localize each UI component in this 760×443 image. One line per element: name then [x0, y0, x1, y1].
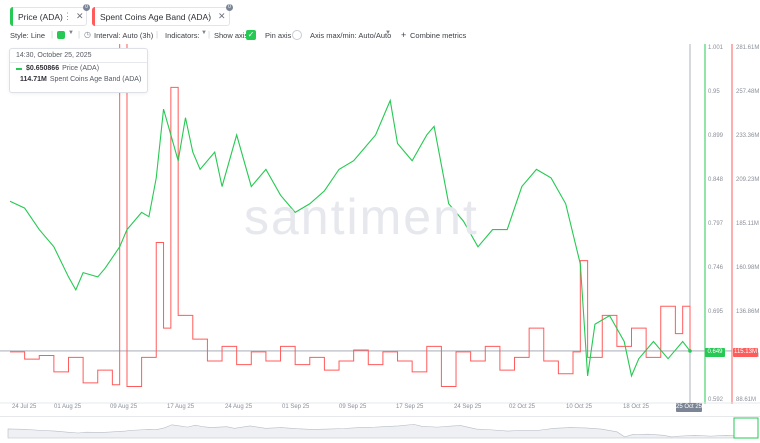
- show-axis-label: Show axis: [214, 31, 249, 40]
- current-spent-label: 115.13M: [733, 348, 758, 357]
- spent-axis-tick: 185.11M: [736, 221, 759, 227]
- chart-canvas[interactable]: [0, 44, 760, 414]
- price-axis-tick: 0.695: [708, 309, 724, 315]
- x-axis-tick: 24 Jul 25: [12, 404, 37, 410]
- toolbar-divider: |: [208, 30, 211, 39]
- toolbar-divider: |: [51, 30, 54, 39]
- price-axis-tick: 0.899: [708, 133, 724, 139]
- price-axis-tick: 0.592: [708, 397, 724, 403]
- tab-price-menu-icon[interactable]: ⋮: [63, 11, 72, 21]
- pin-axis-toggle[interactable]: [292, 30, 302, 40]
- tooltip-row-spent: 114.71M Spent Coins Age Band (ADA): [10, 74, 147, 85]
- tooltip-datetime: 14:30, October 25, 2025: [10, 49, 147, 63]
- tooltip-price-value: $0.650866: [26, 65, 60, 72]
- combine-metrics-button[interactable]: Combine metrics: [410, 31, 467, 40]
- pin-axis-label: Pin axis: [265, 31, 292, 40]
- tooltip-price-swatch: [16, 67, 22, 70]
- tab-price-close-icon[interactable]: ✕: [76, 11, 84, 21]
- spent-axis-tick: 136.86M: [736, 309, 760, 315]
- current-date-label: 25 Oct 25: [676, 403, 703, 412]
- x-axis-tick: 17 Aug 25: [167, 404, 195, 410]
- price-axis-tick: 0.848: [708, 177, 724, 183]
- axis-max-min-select[interactable]: Axis max/min: Auto/Auto: [310, 31, 392, 40]
- spent-axis-tick: 257.48M: [736, 89, 760, 95]
- tooltip-spent-name: Spent Coins Age Band (ADA): [49, 76, 142, 83]
- price-current-point: [688, 349, 692, 353]
- tab-spent-coins-close-icon[interactable]: ✕: [218, 11, 226, 21]
- price-axis-tick: 0.797: [708, 221, 724, 227]
- toolbar-divider: |: [78, 30, 81, 39]
- tab-spent-coins-label: Spent Coins Age Band (ADA): [100, 11, 212, 22]
- navigator-selection[interactable]: [733, 417, 759, 439]
- spent-axis-tick: 209.23M: [736, 177, 760, 183]
- x-axis-tick: 24 Sep 25: [454, 404, 482, 410]
- tab-spent-coins-menu-icon[interactable]: ⋮: [205, 11, 214, 21]
- x-axis-tick: 10 Oct 25: [566, 404, 593, 410]
- spent-coins-series-line: [10, 44, 691, 388]
- x-axis-tick: 01 Aug 25: [54, 404, 82, 410]
- x-axis-tick: 17 Sep 25: [396, 404, 424, 410]
- chevron-down-icon[interactable]: ▼: [201, 30, 207, 36]
- interval-select[interactable]: Interval: Auto (3h): [94, 31, 154, 40]
- spent-axis-tick: 233.36M: [736, 133, 760, 139]
- chevron-down-icon[interactable]: ▼: [68, 30, 74, 36]
- chart-tooltip: 14:30, October 25, 2025 $0.650866 Price …: [9, 48, 148, 93]
- tab-spent-coins-badge: 0: [226, 4, 233, 11]
- x-axis-tick: 18 Oct 25: [623, 404, 650, 410]
- chart-toolbar: Style: Line | ▼ | Interval: Auto (3h) ◷ …: [0, 29, 760, 43]
- x-axis-tick: 09 Aug 25: [110, 404, 138, 410]
- x-axis-tick: 09 Sep 25: [339, 404, 367, 410]
- metric-tabs: Price (ADA) ⋮ ✕ 0 Spent Coins Age Band (…: [0, 0, 760, 28]
- plus-icon: +: [401, 30, 407, 40]
- tab-spent-coins-color: [92, 7, 95, 26]
- x-axis-tick: 01 Sep 25: [282, 404, 310, 410]
- spent-axis-tick: 88.61M: [736, 397, 757, 403]
- clock-icon: ◷: [84, 30, 91, 39]
- style-select[interactable]: Style: Line: [10, 31, 46, 40]
- price-axis-tick: 1.001: [708, 45, 724, 51]
- show-axis-checkbox[interactable]: ✓: [246, 30, 256, 40]
- tab-price-color: [10, 7, 13, 26]
- tab-price[interactable]: Price (ADA) ⋮ ✕ 0: [10, 4, 90, 26]
- tooltip-price-name: Price (ADA): [62, 65, 100, 72]
- color-swatch[interactable]: [57, 31, 65, 39]
- tooltip-spent-value: 114.71M: [20, 76, 47, 83]
- toolbar-divider: |: [156, 30, 159, 39]
- current-price-label: 0.649: [705, 348, 725, 357]
- tooltip-row-price: $0.650866 Price (ADA): [10, 63, 147, 74]
- spent-axis-tick: 281.61M: [736, 45, 760, 51]
- price-axis-tick: 0.95: [708, 89, 720, 95]
- spent-axis-tick: 160.98M: [736, 265, 760, 271]
- x-axis-tick: 02 Oct 25: [509, 404, 536, 410]
- price-axis-tick: 0.746: [708, 265, 724, 271]
- tab-spent-coins[interactable]: Spent Coins Age Band (ADA) ⋮ ✕ 0: [92, 4, 233, 26]
- tab-price-label: Price (ADA): [18, 11, 63, 22]
- tab-price-badge: 0: [83, 4, 90, 11]
- price-series-line: [9, 98, 691, 378]
- navigator-overview: [7, 424, 735, 439]
- chevron-down-icon[interactable]: ▼: [385, 30, 391, 36]
- x-axis-tick: 24 Aug 25: [225, 404, 253, 410]
- range-navigator[interactable]: [0, 416, 760, 440]
- indicators-select[interactable]: Indicators:: [165, 31, 200, 40]
